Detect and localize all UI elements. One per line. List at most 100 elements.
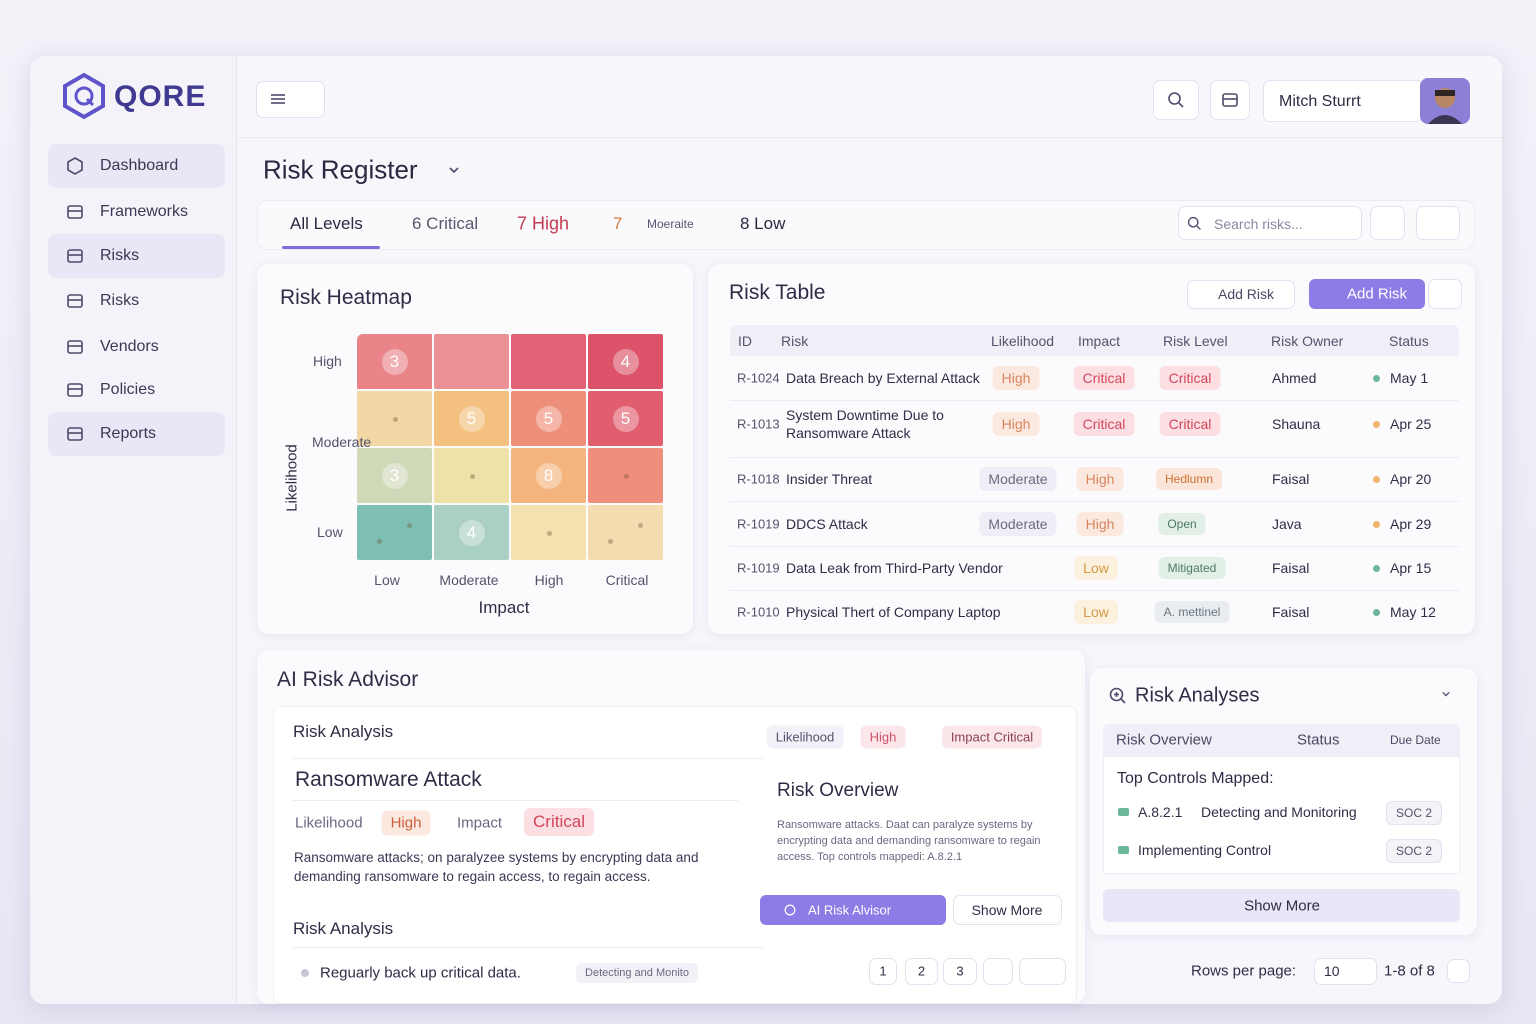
rows-select[interactable] <box>1314 958 1377 985</box>
filter-tab[interactable]: 8 Low <box>740 214 786 233</box>
heatmap-value: 4 <box>620 351 631 371</box>
heatmap-cell <box>588 391 663 446</box>
level-pill: Mitigated <box>1158 557 1226 579</box>
heatmap-cell <box>588 505 663 560</box>
level-pill: Critical <box>1159 366 1221 390</box>
icon <box>65 246 85 266</box>
nav-item[interactable]: Dashboard <box>100 157 179 174</box>
control-marker <box>1118 846 1129 854</box>
filter-tab[interactable]: 7 <box>613 214 623 233</box>
icon <box>782 902 798 918</box>
icon-part <box>67 383 83 397</box>
heatmap-cell <box>511 505 586 560</box>
next-button[interactable] <box>1019 958 1066 985</box>
tab-underline <box>282 246 380 249</box>
button-label: AI Risk Alvisor <box>808 902 892 918</box>
user-menu[interactable] <box>1263 80 1423 122</box>
page-button[interactable] <box>905 958 938 985</box>
cell-status: Apr 15 <box>1390 560 1432 576</box>
heatmap-cell <box>511 334 586 389</box>
recommendation: Reguarly back up critical data. <box>320 964 521 982</box>
heatmap-cell <box>357 448 432 503</box>
column-header: Likelihood <box>991 333 1055 349</box>
notes-button[interactable] <box>1210 80 1250 120</box>
heatmap-badge <box>535 462 562 489</box>
section-title: Risk Overview <box>777 780 899 801</box>
filter-tab[interactable]: Moeraite <box>647 217 694 231</box>
level-pill: High <box>1076 512 1124 536</box>
heatmap-dot <box>638 523 643 528</box>
nav-item[interactable]: Risks <box>100 292 140 309</box>
ai-advisor-button[interactable] <box>760 895 946 925</box>
column-header: Status <box>1389 333 1429 349</box>
nav-item[interactable]: Vendors <box>100 338 159 355</box>
nav-item[interactable]: Risks <box>100 247 140 264</box>
page-menu-button[interactable] <box>1447 959 1470 983</box>
nav-item[interactable]: Policies <box>100 381 156 398</box>
icon-part <box>1109 687 1126 704</box>
button-label: Add Risk <box>1218 286 1275 302</box>
nav-item[interactable]: Frameworks <box>100 203 189 220</box>
page-button[interactable] <box>869 958 897 985</box>
heatmap-col-label: High <box>534 572 564 588</box>
view-icon-button[interactable] <box>1416 206 1460 240</box>
page-button[interactable] <box>943 958 977 985</box>
nav-item[interactable]: Reports <box>100 425 157 442</box>
icon-part <box>784 904 796 916</box>
filter-tab[interactable]: All Levels <box>290 214 363 233</box>
column-header: Risk Owner <box>1271 333 1344 349</box>
icon-part <box>85 97 95 107</box>
heatmap-cell <box>434 448 509 503</box>
status-dot <box>1373 476 1380 483</box>
heatmap-dot <box>377 539 382 544</box>
level-pill: High <box>992 412 1040 436</box>
icon-part <box>1435 90 1455 96</box>
add-risk-dropdown[interactable] <box>1428 279 1462 309</box>
icon-part <box>67 249 83 263</box>
button-label: Add Risk <box>1347 285 1408 303</box>
heatmap-cell <box>511 448 586 503</box>
rows-label: Rows per page: <box>1191 962 1297 980</box>
icon-part <box>63 72 105 120</box>
icon-part <box>449 167 459 174</box>
heatmap-cell <box>588 448 663 503</box>
heatmap-cell <box>357 505 432 560</box>
cell-status: Apr 20 <box>1390 471 1432 487</box>
icon-part <box>67 157 83 175</box>
heatmap-cell <box>434 334 509 389</box>
section-title: Top Controls Mapped: <box>1117 770 1274 787</box>
heatmap-dot <box>392 416 398 422</box>
icon-part <box>74 86 94 106</box>
show-more-button[interactable] <box>953 895 1062 925</box>
heatmap-dot <box>608 539 613 544</box>
icon <box>444 160 464 180</box>
page-number: 2 <box>917 963 926 979</box>
filter-tab[interactable]: 7 High <box>517 213 570 234</box>
menu-button[interactable] <box>256 81 325 118</box>
column-header: Status <box>1297 731 1340 749</box>
prev-button[interactable] <box>983 958 1013 985</box>
add-risk-button[interactable] <box>1187 280 1295 309</box>
filter-tab[interactable]: 6 Critical <box>412 214 479 233</box>
cell-owner: Ahmed <box>1272 370 1317 386</box>
icon-part <box>1196 225 1201 230</box>
show-more-button[interactable] <box>1103 889 1460 922</box>
tag: SOC 2 <box>1385 801 1443 825</box>
avatar <box>1420 78 1470 124</box>
heatmap-badge <box>381 348 408 375</box>
control-id: A.8.2.1 <box>1138 804 1183 820</box>
icon-part <box>1109 687 1124 702</box>
add-risk-primary-button[interactable] <box>1309 279 1425 309</box>
icon-part <box>1420 78 1470 124</box>
control-name: Implementing Control <box>1138 842 1272 858</box>
icon-part <box>271 94 285 104</box>
overview-text: Ransomware attacks. Daat can paralyze sy… <box>777 819 1041 863</box>
rows-value: 10 <box>1324 963 1340 979</box>
icon-part <box>67 340 83 354</box>
search-button[interactable] <box>1153 80 1199 120</box>
cell-id: R-1024 <box>737 370 780 386</box>
row-divider <box>730 546 1459 547</box>
search-box[interactable] <box>1178 206 1362 240</box>
heatmap-row-label: Moderate <box>312 434 372 450</box>
filter-icon-button[interactable] <box>1370 206 1405 240</box>
